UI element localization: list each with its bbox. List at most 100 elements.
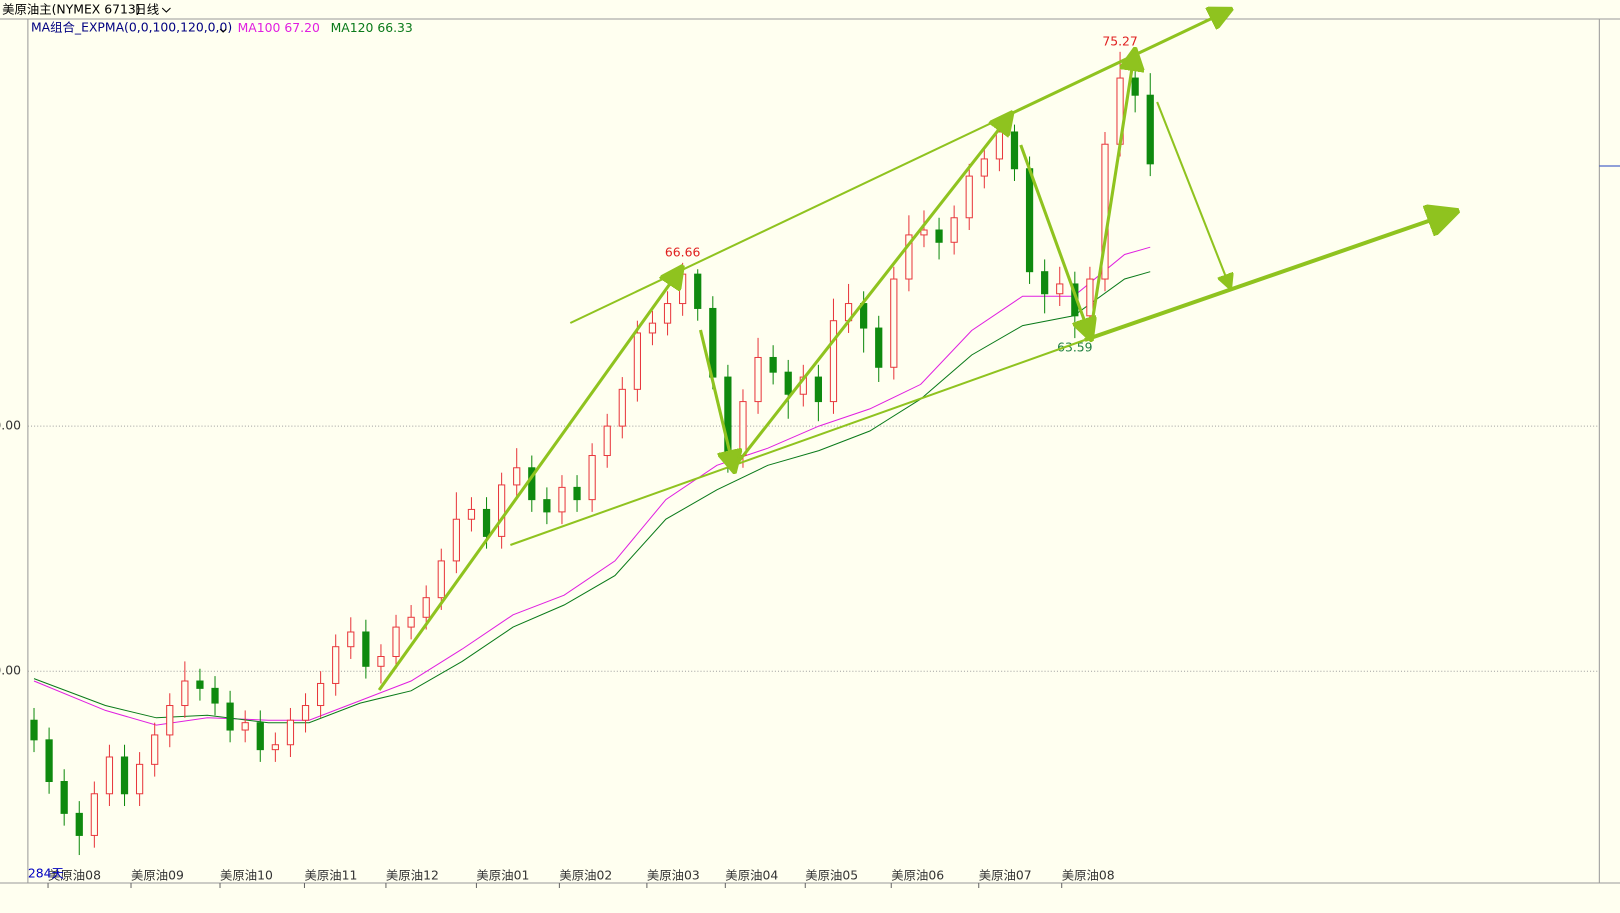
candle-body	[965, 175, 973, 219]
x-tick-label: 美原油07	[979, 869, 1032, 883]
candle-body	[618, 388, 626, 427]
legend-value: 67.20	[284, 21, 319, 35]
candle-body	[181, 680, 189, 707]
candle-body	[663, 303, 672, 324]
wave-arrow	[732, 116, 1010, 469]
candle-body	[754, 356, 762, 403]
indicator-dropdown[interactable]	[219, 28, 227, 33]
indicator-name[interactable]: MA组合_EXPMA(0,0,100,120,0,0)	[31, 20, 232, 35]
x-tick-label: 美原油04	[725, 869, 778, 883]
candle-body	[1131, 77, 1139, 96]
candle-body	[105, 756, 114, 795]
candle-body	[1056, 283, 1064, 295]
wave-arrow	[698, 329, 733, 468]
candle-body	[120, 756, 129, 795]
ma-line	[33, 246, 1151, 726]
x-tick-label: 美原油10	[220, 869, 273, 883]
candle-body	[30, 719, 38, 741]
candle-body	[1025, 168, 1034, 273]
candle-body	[588, 455, 596, 501]
channel-upper	[569, 112, 1013, 324]
candle-body	[256, 722, 264, 751]
wave-arrow	[1088, 53, 1134, 337]
symbol-title[interactable]: 美原油主(NYMEX 6713)	[2, 3, 140, 17]
candle-body	[513, 467, 521, 486]
candle-body	[316, 682, 325, 707]
legend: MA100 67.20 MA120 66.33	[238, 21, 413, 35]
candle-body	[905, 234, 913, 280]
x-tick-label: 美原油11	[304, 869, 357, 883]
candle-body	[769, 356, 777, 373]
candle-body	[679, 273, 687, 305]
candle-body	[829, 320, 838, 403]
candle-body	[422, 597, 430, 618]
candle-body	[995, 131, 1004, 160]
candle-body	[498, 484, 506, 537]
candle-body	[633, 332, 641, 390]
price-annotation: 66.66	[665, 245, 700, 259]
candle-body	[407, 616, 415, 628]
y-tick-label: 60.00	[0, 419, 21, 433]
wave-arrow	[377, 270, 680, 691]
candle-body	[226, 702, 234, 731]
x-tick-label: 美原油02	[559, 869, 612, 883]
candle-body	[301, 705, 310, 721]
candle-body	[814, 376, 823, 403]
dropdown-icon[interactable]	[161, 7, 171, 13]
channel-lower-arrow	[1084, 213, 1452, 342]
candle-body	[347, 631, 355, 648]
x-tick-label: 美原油01	[476, 869, 529, 883]
ma-line	[33, 271, 1151, 724]
candle-body	[60, 781, 68, 814]
candle-body	[151, 734, 159, 765]
price-annotation: 75.27	[1102, 34, 1137, 48]
wave-arrow	[1156, 101, 1229, 286]
candle-body	[784, 371, 792, 395]
x-tick-label: 美原油06	[891, 869, 944, 883]
y-tick-label: 50.00	[0, 664, 21, 678]
candle-body	[739, 401, 747, 457]
channel-lower	[510, 339, 1086, 546]
candle-body	[694, 273, 702, 309]
candle-body	[875, 327, 883, 368]
candle-body	[1086, 278, 1094, 317]
x-tick-label: 美原油12	[386, 869, 439, 883]
candle-body	[45, 739, 53, 783]
legend-name: MA120	[331, 21, 374, 35]
candle-body	[392, 626, 400, 658]
candle-body	[377, 656, 385, 667]
legend-value: 66.33	[377, 21, 412, 35]
candle-body	[437, 560, 445, 599]
candle-body	[935, 229, 943, 243]
candle-body	[558, 486, 566, 513]
x-tick-label: 美原油09	[131, 869, 184, 883]
candle-body	[362, 631, 370, 667]
candle-body	[543, 499, 551, 513]
candle-body	[950, 217, 958, 243]
candle-body	[196, 680, 204, 689]
candle-body	[1041, 271, 1049, 295]
period-selector[interactable]: 日线	[134, 3, 159, 17]
wave-arrow	[1019, 144, 1090, 336]
x-tick-label: 美原油08	[48, 869, 101, 883]
candle-body	[452, 518, 460, 562]
candle-body	[271, 744, 279, 751]
candle-body	[1010, 131, 1019, 170]
candle-body	[482, 508, 491, 537]
candle-body	[603, 425, 611, 457]
candle-body	[1146, 94, 1154, 165]
x-tick-label: 美原油08	[1062, 869, 1115, 883]
x-tick-label: 美原油03	[647, 869, 700, 883]
candle-body	[135, 763, 144, 795]
drawings	[377, 11, 1452, 691]
bar-count: 284天	[28, 867, 64, 881]
candle-body	[332, 646, 340, 684]
candle-body	[75, 812, 83, 836]
candle-body	[241, 722, 249, 731]
candle-body	[648, 322, 657, 334]
candle-body	[166, 705, 174, 736]
candle-body	[980, 158, 988, 177]
